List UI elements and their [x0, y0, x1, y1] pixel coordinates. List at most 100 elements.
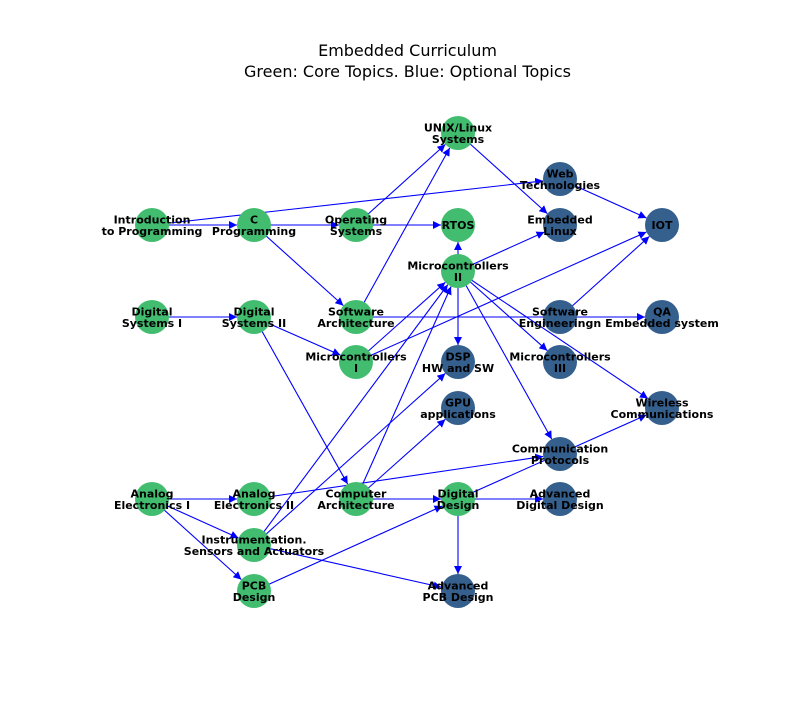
node-label-pcb-0: PCB	[242, 579, 267, 592]
node-label-dsp-1: HW and SW	[422, 362, 494, 375]
node-circle-comparch	[339, 482, 373, 516]
node-label-intro-1: to Programming	[102, 225, 203, 238]
edge-os-to-unix	[355, 143, 446, 226]
node-rtos: RTOS	[441, 208, 475, 242]
node-circle-intro	[135, 208, 169, 242]
node-label-instr-1: Sensors and Actuators	[184, 545, 325, 558]
edge-c-to-swarch	[253, 224, 344, 307]
node-circle-ds2	[237, 300, 271, 334]
node-circle-web	[543, 162, 577, 196]
node-label-comparch-1: Architecture	[317, 499, 394, 512]
node-circle-mc1	[339, 345, 373, 379]
node-label-swarch-0: Software	[328, 305, 384, 318]
node-label-elinux-0: Embedded	[527, 213, 592, 226]
node-label-mc1-0: Microcontrollers	[305, 350, 407, 363]
node-label-wireless-0: Wireless	[635, 396, 689, 409]
node-label-os-0: Operating	[325, 213, 387, 226]
node-label-swarch-1: Architecture	[317, 317, 394, 330]
node-label-iot-0: IOT	[652, 219, 673, 232]
node-circle-comm	[543, 437, 577, 471]
node-label-c-1: Programming	[212, 225, 296, 238]
node-label-dd-0: Digital	[438, 487, 479, 500]
edge-swarch-to-unix	[355, 147, 451, 318]
edge-ae2-to-comm	[253, 453, 544, 500]
node-label-gpu-1: applications	[420, 408, 496, 421]
node-label-comparch-0: Computer	[326, 487, 388, 500]
node-label-ds2-1: Systems II	[222, 317, 286, 330]
node-label-ae2-1: Electronics II	[214, 499, 294, 512]
node-label-instr-0: Instrumentation.	[201, 533, 306, 546]
node-circle-apcb	[441, 574, 475, 608]
node-label-web-1: Technologies	[520, 179, 601, 192]
edge-unix-to-elinux	[457, 132, 548, 215]
node-circle-instr	[237, 528, 271, 562]
edge-intro-to-web	[151, 177, 544, 226]
node-label-qa-0: QA	[653, 305, 671, 318]
node-label-comm-0: Communication	[512, 442, 608, 455]
edge-mc1-to-mc2	[355, 281, 446, 363]
node-label-wireless-1: Communications	[611, 408, 714, 421]
node-circle-c	[237, 208, 271, 242]
node-label-unix-1: Systems	[432, 133, 485, 146]
edge-mc2-to-comm	[457, 270, 553, 440]
node-label-os-1: Systems	[330, 225, 383, 238]
node-label-unix-0: UNIX/Linux	[424, 121, 492, 134]
node-label-dd-1: Design	[437, 499, 480, 512]
edge-comparch-to-gpu	[355, 418, 446, 500]
edge-ds2-to-comparch	[253, 316, 349, 485]
node-circle-gpu	[441, 391, 475, 425]
node-label-web-0: Web	[546, 167, 573, 180]
node-label-mc2-0: Microcontrollers	[407, 259, 509, 272]
diagram-title: Embedded Curriculum	[318, 41, 497, 60]
node-circle-add	[543, 482, 577, 516]
node-label-mc3-1: III	[554, 362, 566, 375]
edge-ae1-to-pcb	[151, 498, 242, 581]
node-circle-iot	[645, 208, 679, 242]
node-label-add-1: Digital Design	[516, 499, 603, 512]
node-label-pcb-1: Design	[233, 591, 276, 604]
node-circle-dd	[441, 482, 475, 516]
node-label-apcb-1: PCB Design	[423, 591, 494, 604]
node-circle-dsp	[441, 345, 475, 379]
edge-instr-to-mc2	[253, 284, 449, 546]
edge-instr-to-apcb	[253, 544, 442, 590]
node-circle-wireless	[645, 391, 679, 425]
node-circle-ae2	[237, 482, 271, 516]
edge-pcb-to-dd	[253, 505, 443, 592]
node-label-intro-0: Introduction	[114, 213, 191, 226]
node-circle-rtos	[441, 208, 475, 242]
node-label-apcb-0: Advanced	[428, 579, 489, 592]
node-label-ae2-0: Analog	[233, 487, 276, 500]
node-iot: IOT	[645, 208, 679, 242]
node-label-mc1-1: I	[354, 362, 358, 375]
node-circle-swarch	[339, 300, 373, 334]
edge-instr-to-dsp	[253, 372, 446, 546]
edge-mc2-to-mc3	[457, 270, 548, 352]
node-circle-unix	[441, 116, 475, 150]
node-label-c-0: C	[250, 213, 258, 226]
node-label-ds1-1: Systems I	[122, 317, 182, 330]
node-label-ae1-1: Electronics I	[114, 499, 190, 512]
node-label-gpu-0: GPU	[445, 396, 471, 409]
node-instr: Instrumentation.Sensors and Actuators	[184, 528, 325, 562]
